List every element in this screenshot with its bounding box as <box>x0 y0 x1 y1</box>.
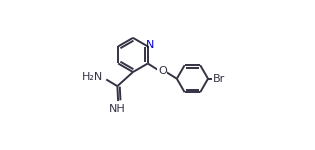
Text: N: N <box>146 40 154 50</box>
Text: O: O <box>158 66 167 76</box>
Text: NH: NH <box>109 104 126 114</box>
Text: Br: Br <box>213 74 225 84</box>
Text: H₂N: H₂N <box>82 72 103 82</box>
